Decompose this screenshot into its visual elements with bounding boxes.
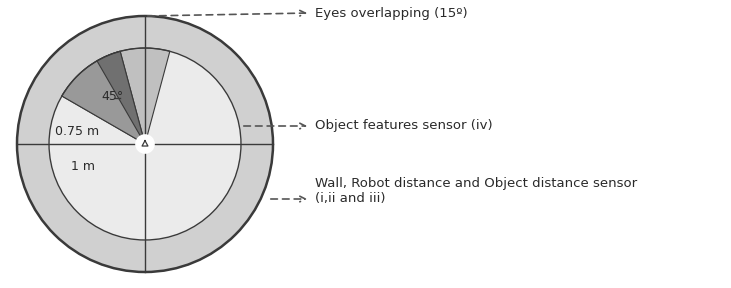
Wedge shape xyxy=(62,48,170,144)
Circle shape xyxy=(17,16,273,272)
Text: 1 m: 1 m xyxy=(71,160,95,173)
Text: Eyes overlapping (15º): Eyes overlapping (15º) xyxy=(315,7,468,20)
Circle shape xyxy=(49,48,241,240)
Text: Wall, Robot distance and Object distance sensor
(i,ii and iii): Wall, Robot distance and Object distance… xyxy=(315,177,637,205)
Wedge shape xyxy=(97,51,145,144)
Wedge shape xyxy=(62,51,145,144)
Text: 45°: 45° xyxy=(102,90,124,103)
Text: 0.75 m: 0.75 m xyxy=(55,124,99,137)
Circle shape xyxy=(136,135,154,153)
Text: Object features sensor (iv): Object features sensor (iv) xyxy=(315,120,493,132)
